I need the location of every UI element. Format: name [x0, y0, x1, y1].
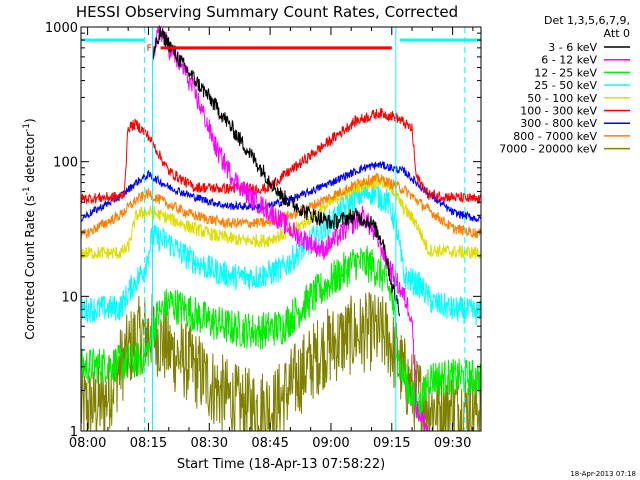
y-tick-label: 100	[53, 156, 78, 171]
x-tick-label: 09:00	[312, 436, 349, 451]
y-tick-label: 1000	[45, 21, 78, 36]
series-line-3-6-kev	[152, 27, 401, 318]
legend-label: 50 - 100 keV	[527, 92, 597, 105]
legend-header-line2: Att 0	[604, 27, 630, 40]
legend-label: 3 - 6 keV	[548, 41, 597, 54]
x-axis-label: Start Time (18-Apr-13 07:58:22)	[177, 457, 385, 472]
legend-label: 100 - 300 keV	[520, 105, 597, 118]
series-layer	[80, 25, 481, 433]
y-tick-label: 1	[70, 425, 78, 440]
chart-title: HESSI Observing Summary Count Rates, Cor…	[76, 3, 458, 21]
plot-frame	[80, 26, 482, 432]
legend-label: 12 - 25 keV	[534, 66, 597, 79]
x-tick-label: 08:15	[130, 436, 167, 451]
flare-flag: F	[147, 44, 152, 54]
x-tick-label: 08:45	[251, 436, 288, 451]
x-tick-label: 08:00	[69, 436, 106, 451]
series-line-6-12-kev	[152, 25, 429, 432]
legend-header-line1: Det 1,3,5,6,7,9,	[544, 14, 630, 27]
annotation-layer: F	[81, 27, 481, 431]
legend-label: 7000 - 20000 keV	[499, 143, 597, 156]
timestamp: 18-Apr-2013 07:18	[570, 470, 636, 478]
series-line-12-25-kev	[80, 245, 481, 419]
x-tick-label: 09:30	[434, 436, 471, 451]
y-tick-label: 10	[61, 290, 78, 305]
axis-layer: 08:00 08:15 08:30 08:45 09:00 09:15 09:30 1 10 10…	[45, 21, 481, 451]
x-tick-label: 08:30	[191, 436, 228, 451]
y-axis-label: Corrected Count Rate (s-1 detector-1)	[22, 118, 37, 339]
series-line-25-50-kev	[80, 181, 481, 326]
series-line-7000-20000-kev	[80, 292, 481, 433]
legend-label: 300 - 800 keV	[520, 117, 597, 130]
series-line-50-100-kev	[80, 174, 481, 261]
x-tick-label: 09:15	[373, 436, 410, 451]
legend-label: 6 - 12 keV	[541, 54, 597, 67]
legend-label: 800 - 7000 keV	[513, 130, 597, 143]
legend-label: 25 - 50 keV	[534, 79, 597, 92]
series-line-100-300-kev	[80, 107, 481, 204]
series-line-300-800-kev	[80, 161, 481, 223]
